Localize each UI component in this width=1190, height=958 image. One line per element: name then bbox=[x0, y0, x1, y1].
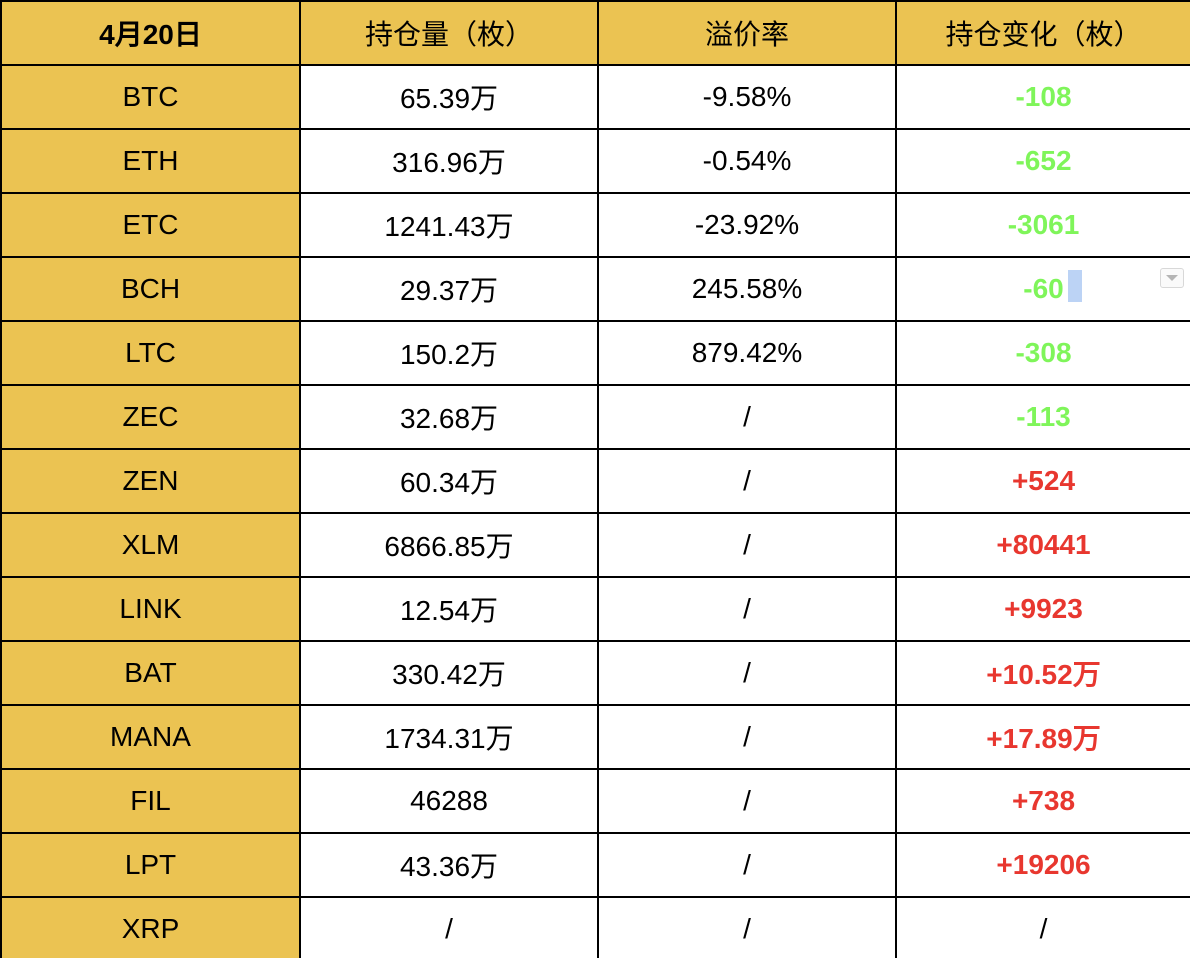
premium-cell[interactable]: 879.42% bbox=[597, 320, 897, 386]
table-row: ZEC 32.68万 / -113 bbox=[0, 384, 1190, 450]
dropdown-triangle bbox=[1166, 275, 1178, 281]
holdings-cell[interactable]: 6866.85万 bbox=[299, 512, 599, 578]
header-holdings[interactable]: 持仓量（枚） bbox=[299, 0, 599, 66]
text-cursor-selection bbox=[1067, 270, 1082, 302]
change-cell[interactable]: +738 bbox=[895, 768, 1190, 834]
premium-cell[interactable]: / bbox=[597, 576, 897, 642]
holdings-cell[interactable]: 330.42万 bbox=[299, 640, 599, 706]
holdings-cell[interactable]: 1734.31万 bbox=[299, 704, 599, 770]
change-cell[interactable]: +17.89万 bbox=[895, 704, 1190, 770]
change-cell[interactable]: +9923 bbox=[895, 576, 1190, 642]
change-value: -652 bbox=[1015, 145, 1072, 176]
holdings-cell[interactable]: 43.36万 bbox=[299, 832, 599, 898]
change-cell[interactable]: -308 bbox=[895, 320, 1190, 386]
coin-cell[interactable]: ZEN bbox=[0, 448, 301, 514]
table-row: BCH 29.37万 245.58% -60 bbox=[0, 256, 1190, 322]
holdings-cell[interactable]: 150.2万 bbox=[299, 320, 599, 386]
change-cell[interactable]: / bbox=[895, 896, 1190, 958]
premium-cell[interactable]: / bbox=[597, 768, 897, 834]
change-cell[interactable]: +80441 bbox=[895, 512, 1190, 578]
table-row: MANA 1734.31万 / +17.89万 bbox=[0, 704, 1190, 770]
change-value: +10.52万 bbox=[986, 659, 1101, 690]
holdings-cell[interactable]: 65.39万 bbox=[299, 64, 599, 130]
premium-cell[interactable]: / bbox=[597, 704, 897, 770]
coin-cell[interactable]: ZEC bbox=[0, 384, 301, 450]
holdings-cell[interactable]: 60.34万 bbox=[299, 448, 599, 514]
change-value: -308 bbox=[1015, 337, 1072, 368]
holdings-cell[interactable]: / bbox=[299, 896, 599, 958]
change-value: +17.89万 bbox=[986, 723, 1101, 754]
premium-cell[interactable]: / bbox=[597, 640, 897, 706]
change-value: -60 bbox=[1023, 273, 1064, 304]
change-cell[interactable]: +19206 bbox=[895, 832, 1190, 898]
premium-cell[interactable]: / bbox=[597, 384, 897, 450]
holdings-cell[interactable]: 12.54万 bbox=[299, 576, 599, 642]
holdings-cell[interactable]: 29.37万 bbox=[299, 256, 599, 322]
table-row: LTC 150.2万 879.42% -308 bbox=[0, 320, 1190, 386]
coin-cell[interactable]: XRP bbox=[0, 896, 301, 958]
holdings-cell[interactable]: 46288 bbox=[299, 768, 599, 834]
table-row: FIL 46288/ +738 bbox=[0, 768, 1190, 834]
table-row: BAT 330.42万 / +10.52万 bbox=[0, 640, 1190, 706]
change-value: -108 bbox=[1015, 81, 1072, 112]
coin-cell[interactable]: ETH bbox=[0, 128, 301, 194]
coin-cell[interactable]: BAT bbox=[0, 640, 301, 706]
change-value: -113 bbox=[1016, 401, 1071, 432]
change-cell[interactable]: +10.52万 bbox=[895, 640, 1190, 706]
table-row: ETC 1241.43万 -23.92% -3061 bbox=[0, 192, 1190, 258]
table-row: XLM 6866.85万 / +80441 bbox=[0, 512, 1190, 578]
premium-cell[interactable]: -23.92% bbox=[597, 192, 897, 258]
table-row: XRP / / / bbox=[0, 896, 1190, 958]
coin-cell[interactable]: LTC bbox=[0, 320, 301, 386]
coin-cell[interactable]: BTC bbox=[0, 64, 301, 130]
change-cell[interactable]: -113 bbox=[895, 384, 1190, 450]
change-value: +9923 bbox=[1004, 593, 1083, 624]
table-row: ZEN 60.34万 / +524 bbox=[0, 448, 1190, 514]
table-body: BTC 65.39万 -9.58% -108 ETH 316.96万 -0.54% -652 E… bbox=[0, 64, 1190, 958]
coin-cell[interactable]: LINK bbox=[0, 576, 301, 642]
coin-cell[interactable]: MANA bbox=[0, 704, 301, 770]
table-row: LPT 43.36万 / +19206 bbox=[0, 832, 1190, 898]
change-cell[interactable]: -60 bbox=[895, 256, 1190, 322]
table-row: LINK 12.54万 / +9923 bbox=[0, 576, 1190, 642]
table-row: ETH 316.96万 -0.54% -652 bbox=[0, 128, 1190, 194]
change-value: +80441 bbox=[996, 529, 1091, 560]
change-value: -3061 bbox=[1007, 209, 1080, 240]
premium-cell[interactable]: -0.54% bbox=[597, 128, 897, 194]
change-cell[interactable]: -108 bbox=[895, 64, 1190, 130]
coin-cell[interactable]: LPT bbox=[0, 832, 301, 898]
chevron-down-icon[interactable] bbox=[1160, 268, 1184, 288]
premium-cell[interactable]: -9.58% bbox=[597, 64, 897, 130]
change-value: / bbox=[1039, 913, 1048, 944]
holdings-cell[interactable]: 32.68万 bbox=[299, 384, 599, 450]
change-cell[interactable]: -652 bbox=[895, 128, 1190, 194]
change-value: +738 bbox=[1011, 785, 1076, 816]
holdings-cell[interactable]: 316.96万 bbox=[299, 128, 599, 194]
premium-cell[interactable]: / bbox=[597, 832, 897, 898]
selection-wrap: -60 bbox=[1023, 270, 1082, 304]
change-cell[interactable]: -3061 bbox=[895, 192, 1190, 258]
coin-cell[interactable]: XLM bbox=[0, 512, 301, 578]
table-row: BTC 65.39万 -9.58% -108 bbox=[0, 64, 1190, 130]
change-cell[interactable]: +524 bbox=[895, 448, 1190, 514]
change-value: +19206 bbox=[996, 849, 1091, 880]
coin-cell[interactable]: BCH bbox=[0, 256, 301, 322]
premium-cell[interactable]: / bbox=[597, 448, 897, 514]
coin-cell[interactable]: FIL bbox=[0, 768, 301, 834]
header-date[interactable]: 4月20日 bbox=[0, 0, 301, 66]
header-change[interactable]: 持仓变化（枚） bbox=[895, 0, 1190, 66]
coin-cell[interactable]: ETC bbox=[0, 192, 301, 258]
header-premium[interactable]: 溢价率 bbox=[597, 0, 897, 66]
holdings-cell[interactable]: 1241.43万 bbox=[299, 192, 599, 258]
premium-cell[interactable]: / bbox=[597, 512, 897, 578]
header-row: 4月20日 持仓量（枚） 溢价率 持仓变化（枚） bbox=[0, 0, 1190, 66]
premium-cell[interactable]: 245.58% bbox=[597, 256, 897, 322]
premium-cell[interactable]: / bbox=[597, 896, 897, 958]
change-value: +524 bbox=[1011, 465, 1076, 496]
